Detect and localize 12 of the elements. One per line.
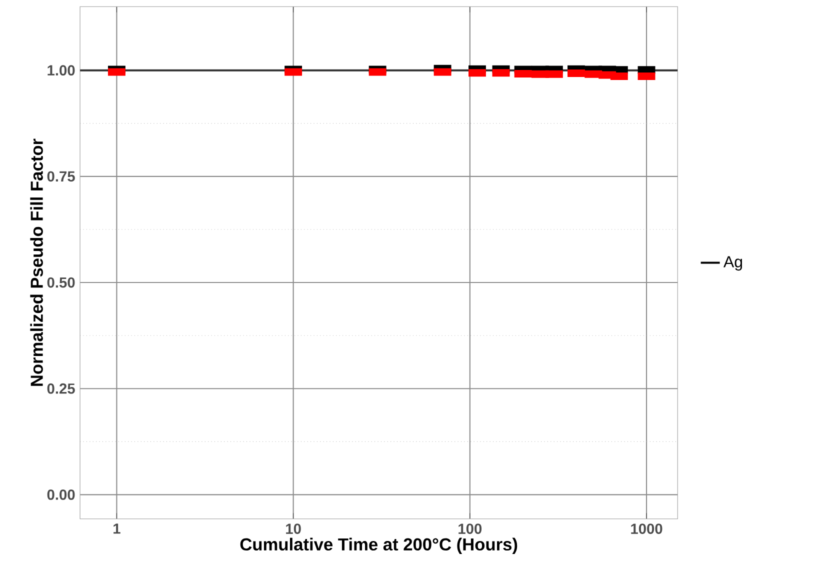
y-tick-label: 0.00 xyxy=(47,490,75,500)
y-tick-label: 0.50 xyxy=(47,278,75,288)
x-tick-label: 100 xyxy=(458,524,482,534)
x-axis-title: Cumulative Time at 200°C (Hours) xyxy=(240,538,518,554)
x-tick-label: 10 xyxy=(286,524,301,534)
x-tick-label: 1 xyxy=(114,524,120,534)
y-tick-label: 0.25 xyxy=(47,384,75,394)
y-tick-label: 0.75 xyxy=(47,171,75,182)
legend-label: Ag xyxy=(723,256,742,271)
y-tick-label: 1.00 xyxy=(48,65,75,76)
y-axis-title: Normalized Pseudo Fill Factor xyxy=(30,138,43,386)
x-tick-label: 1000 xyxy=(631,524,662,534)
